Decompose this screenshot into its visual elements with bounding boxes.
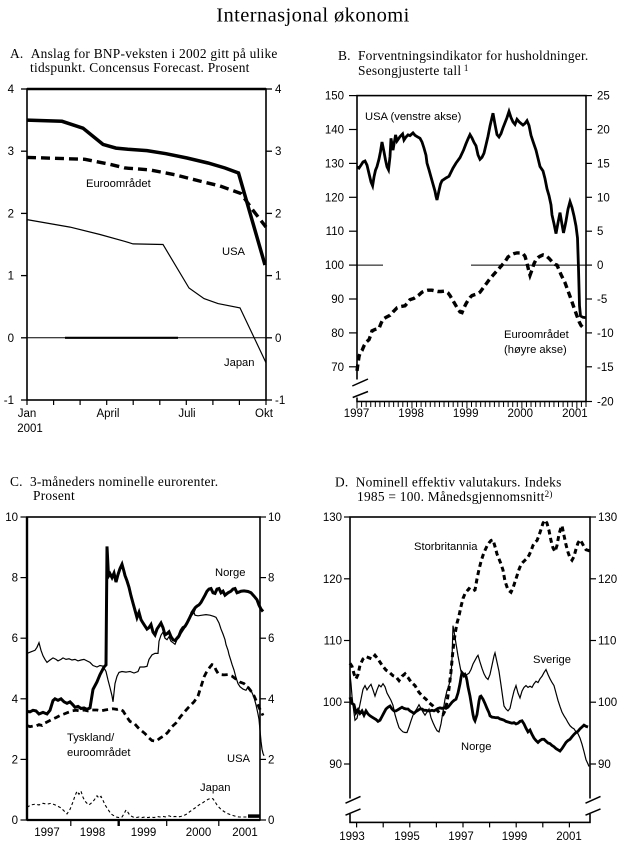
svg-text:1999: 1999 (502, 831, 528, 843)
svg-text:(høyre akse): (høyre akse) (504, 344, 567, 356)
svg-text:1: 1 (8, 271, 14, 283)
svg-text:1998: 1998 (80, 827, 106, 839)
svg-text:A. Anslag for BNP-veksten i 2: A. Anslag for BNP-veksten i 2002 gitt på… (10, 46, 278, 61)
svg-text:5: 5 (597, 226, 603, 238)
svg-text:euroområdet: euroområdet (67, 747, 131, 759)
svg-text:Internasjonal økonomi: Internasjonal økonomi (216, 5, 409, 27)
svg-text:1997: 1997 (448, 831, 474, 843)
svg-text:USA: USA (227, 753, 251, 765)
svg-text:1: 1 (275, 271, 281, 283)
svg-text:Euroområdet: Euroområdet (86, 178, 152, 190)
svg-text:2: 2 (275, 208, 281, 220)
svg-text:1997: 1997 (344, 408, 370, 420)
svg-text:10: 10 (268, 512, 281, 524)
svg-text:20: 20 (597, 125, 610, 137)
svg-text:130: 130 (325, 158, 344, 170)
svg-text:-15: -15 (597, 362, 614, 374)
svg-text:110: 110 (324, 636, 342, 648)
svg-text:70: 70 (331, 362, 344, 374)
svg-text:Norge: Norge (215, 567, 245, 579)
svg-text:2000: 2000 (186, 827, 212, 839)
svg-text:C. 3-måneders nominelle euror: C. 3-måneders nominelle eurorenter. (10, 474, 218, 489)
svg-text:10: 10 (5, 512, 18, 524)
svg-text:Tyskland/: Tyskland/ (67, 732, 115, 744)
svg-text:2: 2 (8, 208, 14, 220)
svg-text:Euroområdet: Euroområdet (504, 329, 570, 341)
svg-text:-1: -1 (4, 395, 14, 407)
svg-text:2000: 2000 (508, 408, 534, 420)
svg-text:0: 0 (8, 333, 14, 345)
svg-text:0: 0 (12, 815, 18, 827)
svg-text:-10: -10 (597, 328, 614, 340)
svg-text:4: 4 (8, 84, 15, 96)
svg-text:-5: -5 (597, 294, 607, 306)
svg-text:130: 130 (323, 512, 342, 524)
svg-text:Jan: Jan (18, 408, 37, 420)
svg-text:6: 6 (12, 633, 18, 645)
svg-text:0: 0 (275, 333, 281, 345)
svg-text:90: 90 (598, 759, 611, 771)
svg-text:USA: USA (222, 246, 246, 258)
svg-text:130: 130 (598, 512, 617, 524)
svg-text:120: 120 (323, 574, 342, 586)
svg-text:Prosent: Prosent (33, 488, 75, 503)
svg-text:4: 4 (268, 694, 275, 706)
svg-text:USA (venstre akse): USA (venstre akse) (365, 111, 462, 123)
svg-text:2001: 2001 (232, 827, 258, 839)
svg-text:10: 10 (597, 192, 610, 204)
svg-text:0: 0 (268, 815, 274, 827)
svg-text:Japan: Japan (224, 357, 254, 369)
svg-text:0: 0 (597, 260, 603, 272)
svg-text:90: 90 (331, 294, 344, 306)
svg-text:3: 3 (275, 146, 281, 158)
svg-text:6: 6 (268, 633, 274, 645)
svg-text:1999: 1999 (453, 408, 479, 420)
svg-text:110: 110 (326, 226, 344, 238)
svg-text:Storbritannia: Storbritannia (414, 541, 478, 553)
svg-text:tidspunkt. Concensus Forecast.: tidspunkt. Concensus Forecast. Prosent (30, 60, 250, 75)
svg-text:90: 90 (329, 759, 342, 771)
svg-text:Okt: Okt (255, 408, 274, 420)
svg-text:120: 120 (598, 574, 617, 586)
svg-text:150: 150 (325, 91, 344, 103)
svg-text:Japan: Japan (200, 782, 230, 794)
svg-text:1993: 1993 (339, 831, 365, 843)
svg-text:8: 8 (12, 573, 18, 585)
svg-text:2: 2 (12, 754, 18, 766)
svg-text:80: 80 (331, 328, 344, 340)
svg-text:140: 140 (325, 125, 344, 137)
svg-text:2001: 2001 (17, 423, 43, 435)
svg-text:B. Forventningsindikator for: B. Forventningsindikator for husholdning… (338, 48, 589, 63)
svg-text:2001: 2001 (556, 831, 582, 843)
svg-text:Sesongjusterte tall 1: Sesongjusterte tall 1 (358, 63, 469, 78)
svg-text:2: 2 (268, 754, 274, 766)
svg-text:8: 8 (268, 573, 274, 585)
svg-text:4: 4 (12, 694, 19, 706)
svg-text:15: 15 (597, 158, 610, 170)
svg-text:April: April (96, 408, 119, 420)
svg-text:-1: -1 (275, 395, 285, 407)
svg-text:Sverige: Sverige (533, 654, 571, 666)
svg-text:3: 3 (8, 146, 14, 158)
svg-text:1985 = 100. Månedsgjennomsnitt: 1985 = 100. Månedsgjennomsnitt2) (357, 489, 553, 504)
svg-text:1998: 1998 (398, 408, 424, 420)
svg-text:Norge: Norge (461, 741, 491, 753)
svg-text:D. Nominell effektiv valutaku: D. Nominell effektiv valutakurs. Indeks (335, 475, 562, 490)
svg-text:110: 110 (598, 636, 616, 648)
svg-text:2001: 2001 (562, 408, 588, 420)
svg-text:100: 100 (325, 260, 344, 272)
svg-text:120: 120 (325, 192, 344, 204)
svg-text:4: 4 (275, 84, 282, 96)
svg-text:1995: 1995 (394, 831, 420, 843)
svg-text:1999: 1999 (131, 827, 157, 839)
svg-text:1997: 1997 (34, 827, 60, 839)
svg-text:-20: -20 (597, 397, 614, 409)
svg-text:Juli: Juli (178, 408, 195, 420)
svg-text:100: 100 (323, 697, 342, 709)
svg-text:100: 100 (598, 697, 617, 709)
svg-text:25: 25 (597, 91, 610, 103)
